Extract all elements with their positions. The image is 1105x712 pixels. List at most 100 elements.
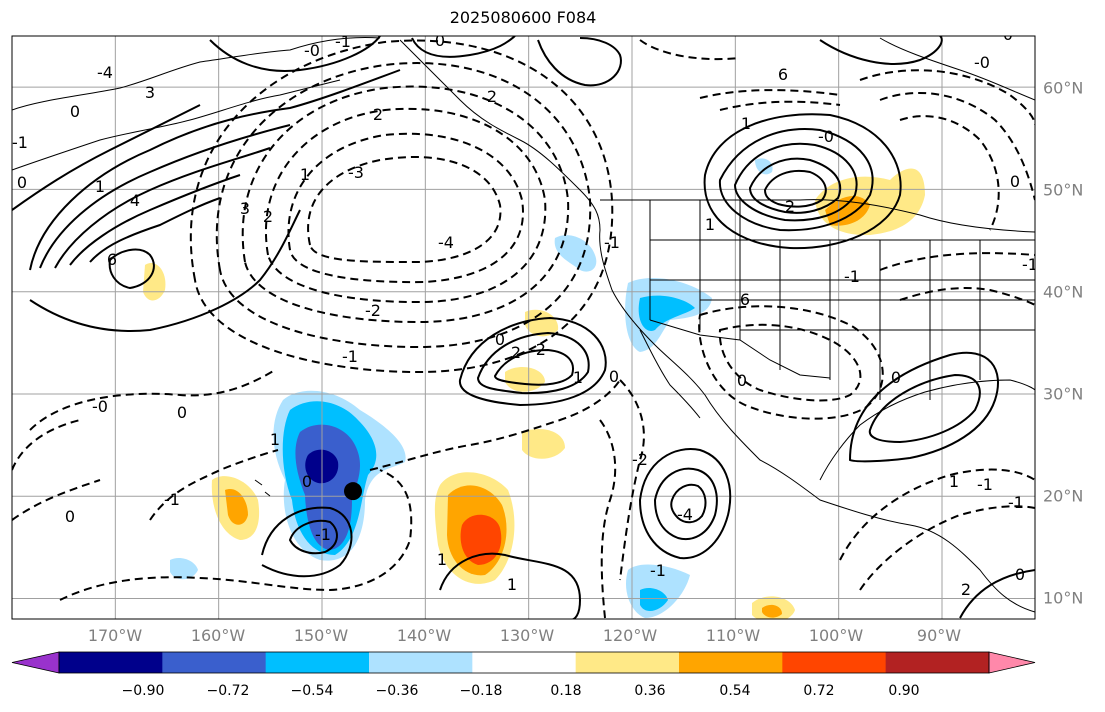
- shade-blue-s-mid: [640, 588, 668, 612]
- contour-label: 6: [778, 65, 788, 84]
- shade-yellow-mid3: [522, 428, 565, 459]
- contour-label: -1: [844, 267, 860, 286]
- contour-label: 1: [507, 575, 517, 594]
- contour-label: 2: [373, 105, 383, 124]
- contour-label: 0: [65, 507, 75, 526]
- lat-label-10n: 10°N: [1043, 588, 1084, 608]
- contour-label: -0: [304, 41, 320, 60]
- contour-label: -4: [677, 505, 693, 524]
- contour-label: 1: [705, 215, 715, 234]
- negative-contours: [12, 39, 1035, 619]
- colorbar-segment: [472, 652, 577, 673]
- border-states1: [649, 200, 981, 400]
- shade-blue-small2: [755, 158, 773, 175]
- contour-label: -2: [632, 450, 648, 469]
- contour-label: 0: [609, 367, 619, 386]
- contour-label: 1: [95, 177, 105, 196]
- contour-label: 0: [737, 371, 747, 390]
- lon-label-110w: 110°W: [705, 626, 761, 645]
- contour-label: 1: [270, 430, 280, 449]
- contour-label: -4: [97, 63, 113, 82]
- lon-label-120w: 120°W: [602, 626, 658, 645]
- colorbar-segment: [369, 652, 473, 673]
- contour-label: -0: [92, 397, 108, 416]
- colorbar-tick: 0.72: [803, 683, 835, 699]
- contour-label: -1: [650, 561, 666, 580]
- contour-label: 0: [70, 102, 80, 121]
- colorbar-tick: −0.18: [459, 683, 503, 699]
- contour-label: 1: [949, 472, 959, 491]
- colorbar-tick: −0.54: [290, 683, 334, 699]
- contour-label: 0: [177, 403, 187, 422]
- contour-label: 0: [435, 31, 445, 50]
- contour-label: 2: [785, 197, 795, 216]
- lat-label-40n: 40°N: [1043, 282, 1084, 302]
- contour-label: -4: [438, 233, 454, 252]
- shaded-anomalies: [143, 158, 925, 619]
- lon-label-160w: 160°W: [190, 626, 246, 645]
- contour-label: -1: [604, 233, 620, 252]
- contour-label: 0: [17, 173, 27, 192]
- coast-gulfmex: [819, 379, 1035, 481]
- lat-label-60n: 60°N: [1043, 78, 1084, 98]
- contour-label: -1: [335, 32, 351, 51]
- contour-label: 3: [145, 83, 155, 102]
- contour-label: 2: [961, 580, 971, 599]
- contour-label: -1: [12, 133, 28, 152]
- map-frame: [11, 35, 1036, 620]
- coast-alaska: [12, 37, 381, 111]
- lat-label-50n: 50°N: [1043, 180, 1084, 200]
- contour-label: -2: [530, 340, 546, 359]
- contour-label: -1: [342, 347, 358, 366]
- contour-label: 0: [1010, 172, 1020, 191]
- island-hawaii: [254, 479, 271, 497]
- shade-red-pac: [460, 514, 502, 565]
- shade-orange-w: [225, 489, 248, 525]
- shade-blue-bc: [554, 235, 597, 272]
- colorbar-tick: 0.18: [550, 683, 582, 699]
- contour-label: 1: [741, 114, 751, 133]
- border-us-mexico: [649, 319, 831, 379]
- contour-label: -1: [164, 490, 180, 509]
- contour-label: -1: [977, 475, 993, 494]
- colorbar-tick: −0.72: [206, 683, 250, 699]
- contour-label: -0: [974, 53, 990, 72]
- contour-label: -1: [1008, 493, 1024, 512]
- storm-center-marker: [344, 482, 362, 501]
- lon-label-130w: 130°W: [499, 626, 555, 645]
- contour-label: 2: [487, 87, 497, 106]
- contour-label: 0: [1003, 25, 1013, 44]
- colorbar-tick: −0.90: [121, 683, 165, 699]
- colorbar-tick: 0.36: [634, 683, 666, 699]
- contour-label: 1: [437, 550, 447, 569]
- contour-label: 3: [240, 199, 250, 218]
- coast-baja: [639, 329, 701, 419]
- colorbar-tick: −0.36: [375, 683, 419, 699]
- contour-label: 1: [300, 165, 310, 184]
- lon-label-170w: 170°W: [87, 626, 143, 645]
- lon-label-90w: 90°W: [916, 626, 962, 645]
- positive-contours: [12, 36, 1035, 619]
- colorbar-segment: [782, 652, 887, 673]
- lon-label-100w: 100°W: [808, 626, 864, 645]
- contour-label: -0: [818, 127, 834, 146]
- colorbar-segment: [679, 652, 783, 673]
- contour-label: 0: [495, 330, 505, 349]
- contour-label: -1: [315, 525, 331, 544]
- contour-label: 6: [107, 250, 117, 269]
- border-us-canada: [600, 199, 1035, 233]
- coast-hudson: [879, 37, 1035, 101]
- contour-label: 0: [891, 368, 901, 387]
- contour-label: -2: [365, 301, 381, 320]
- lat-label-30n: 30°N: [1043, 384, 1084, 404]
- lon-label-140w: 140°W: [396, 626, 452, 645]
- colorbar-segment: [59, 652, 163, 673]
- coastlines: [12, 37, 1035, 613]
- shade-orange-s: [762, 604, 782, 618]
- colorbar-segment: [575, 652, 680, 673]
- contour-label: 2: [511, 343, 521, 362]
- colorbar-segment: [885, 652, 990, 673]
- shade-blue-mexico-mid: [638, 295, 695, 331]
